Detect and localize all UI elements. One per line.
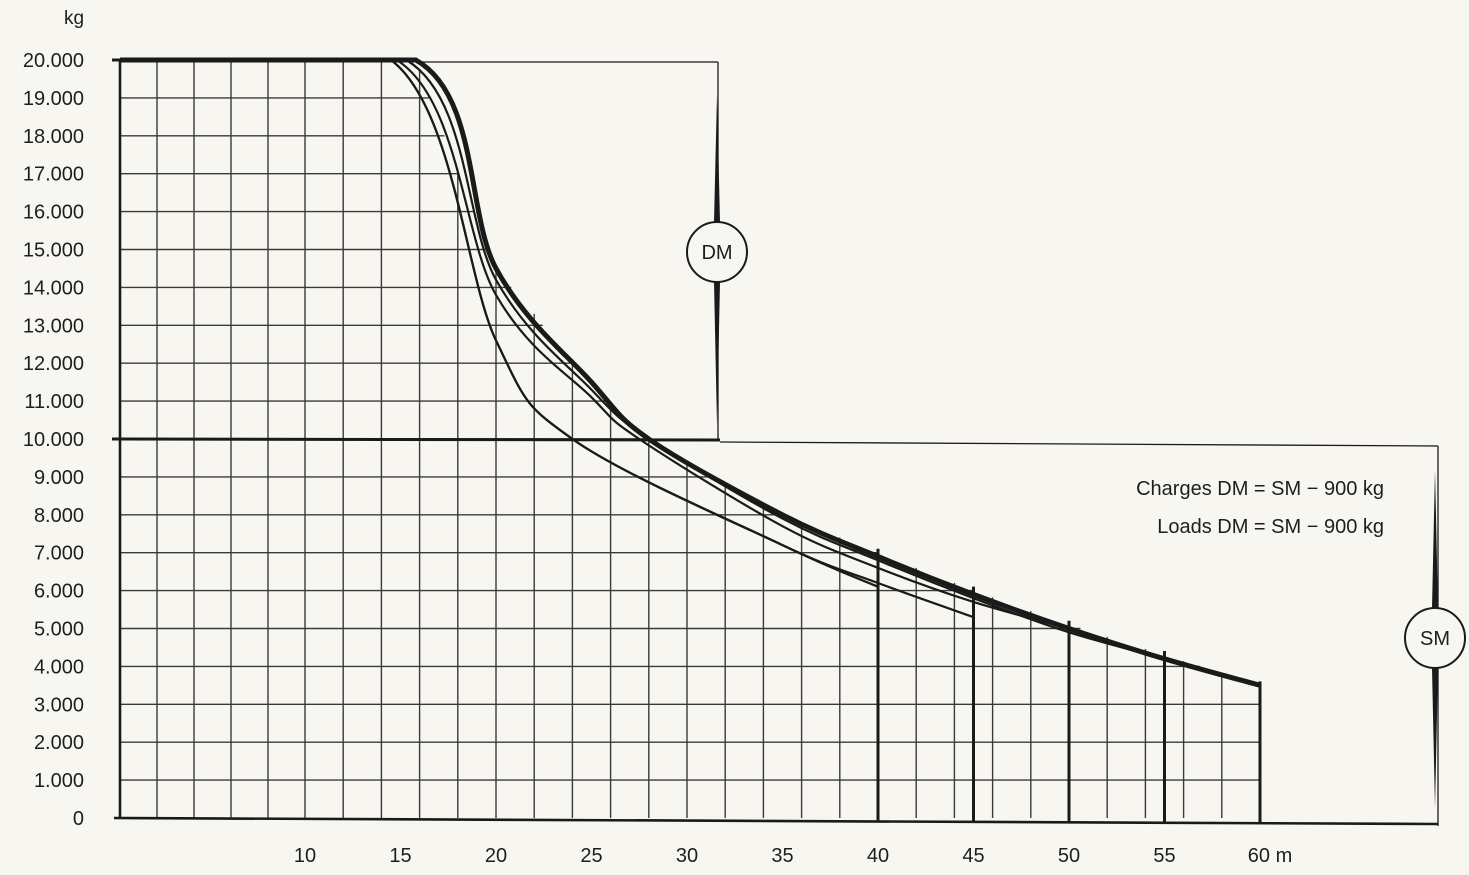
x-tick-label: 40 — [867, 845, 889, 867]
dm-marker-arrow-up — [714, 95, 720, 222]
region-markers: DM SM — [686, 95, 1466, 808]
dm-marker-arrow-down — [714, 282, 720, 425]
x-tick-label: 15 — [389, 845, 411, 867]
x-tick-label: 35 — [771, 845, 793, 867]
y-tick-label: 19.000 — [23, 88, 84, 110]
sm-box-top — [719, 441, 1439, 447]
y-tick-label: 20.000 — [23, 50, 84, 72]
annotation-charges: Charges DM = SM − 900 kg — [1136, 478, 1384, 500]
y-axis-ticks: 0 1.000 2.000 3.000 4.000 5.000 6.000 7.000 8.00… — [23, 50, 84, 830]
y-tick-label: 5.000 — [34, 619, 84, 641]
dm-marker-circle — [686, 221, 748, 283]
x-tick-label: 20 — [485, 845, 507, 867]
y-axis-unit: kg — [64, 8, 84, 29]
x-tick-label: 10 — [294, 845, 316, 867]
sm-marker-arrow-up — [1432, 470, 1438, 608]
x-axis-line — [113, 816, 1439, 826]
x-tick-label: 60 m — [1248, 845, 1292, 867]
annotation-loads: Loads DM = SM − 900 kg — [1157, 516, 1384, 538]
y-tick-label: 18.000 — [23, 126, 84, 148]
load-curve-55 — [120, 58, 1165, 660]
load-curve-40 — [120, 58, 879, 588]
y-tick-label: 2.000 — [34, 732, 84, 754]
y-tick-label: 16.000 — [23, 202, 84, 224]
y-tick-label: 3.000 — [34, 694, 84, 716]
sm-marker-label: SM — [1420, 628, 1450, 650]
y-tick-label: 9.000 — [34, 467, 84, 489]
load-curve-60 — [120, 57, 1261, 688]
x-tick-label: 45 — [962, 845, 984, 867]
y-tick-label: 13.000 — [23, 315, 84, 337]
x-tick-label: 25 — [580, 845, 602, 867]
x-tick-label: 55 — [1153, 845, 1175, 867]
chart-frame — [111, 58, 1439, 826]
dm-sm-divider — [111, 437, 721, 442]
sm-marker-arrow-down — [1432, 668, 1438, 808]
dm-marker-label: DM — [701, 242, 732, 264]
y-tick-label: 12.000 — [23, 353, 84, 375]
y-tick-label: 1.000 — [34, 770, 84, 792]
y-tick-label: 14.000 — [23, 277, 84, 299]
x-tick-label: 50 — [1058, 845, 1080, 867]
y-tick-label: 7.000 — [34, 543, 84, 565]
y-tick-label: 15.000 — [23, 240, 84, 262]
sm-marker-circle — [1404, 607, 1466, 669]
y-tick-label: 17.000 — [23, 164, 84, 186]
load-curves — [120, 57, 1261, 688]
y-tick-label: 0 — [73, 808, 84, 830]
y-tick-label: 6.000 — [34, 581, 84, 603]
x-axis-ticks: 10 15 20 25 30 35 40 45 50 55 60 m — [294, 845, 1292, 867]
y-tick-label: 11.000 — [24, 391, 84, 413]
load-curve-50 — [120, 58, 1070, 630]
x-tick-label: 30 — [676, 845, 698, 867]
y-tick-label: 4.000 — [34, 656, 84, 678]
y-tick-label: 8.000 — [34, 505, 84, 527]
y-tick-label: 10.000 — [23, 429, 84, 451]
